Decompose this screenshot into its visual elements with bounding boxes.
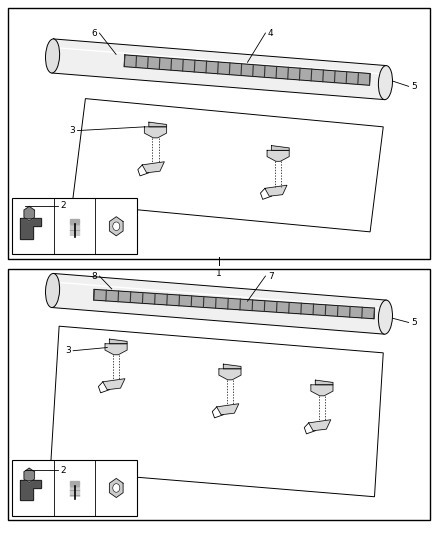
Polygon shape: [94, 289, 374, 319]
Text: 3: 3: [69, 126, 75, 135]
Ellipse shape: [46, 39, 60, 73]
Circle shape: [113, 222, 120, 231]
Polygon shape: [103, 379, 125, 390]
Polygon shape: [110, 217, 123, 236]
Polygon shape: [52, 39, 386, 100]
Polygon shape: [24, 468, 35, 483]
Text: 5: 5: [411, 82, 417, 91]
Bar: [8, 8, 430, 259]
Polygon shape: [217, 404, 239, 415]
Polygon shape: [124, 55, 370, 85]
Polygon shape: [267, 150, 289, 161]
Polygon shape: [315, 380, 333, 385]
Text: 8: 8: [91, 272, 97, 280]
Text: 2: 2: [61, 466, 66, 474]
Ellipse shape: [378, 300, 392, 334]
Polygon shape: [110, 339, 127, 344]
Polygon shape: [52, 273, 386, 334]
Polygon shape: [50, 326, 383, 497]
Text: 1: 1: [216, 269, 222, 278]
Bar: [8, 269, 430, 520]
Polygon shape: [72, 99, 383, 232]
Text: 5: 5: [411, 318, 417, 327]
Polygon shape: [70, 219, 79, 224]
Bar: [12, 460, 137, 516]
Polygon shape: [142, 162, 164, 173]
Polygon shape: [24, 206, 35, 221]
Text: 7: 7: [268, 272, 274, 280]
Text: 6: 6: [91, 29, 97, 37]
Polygon shape: [272, 146, 289, 150]
Circle shape: [113, 483, 120, 492]
Bar: [12, 198, 137, 254]
Polygon shape: [309, 420, 331, 431]
Polygon shape: [311, 385, 333, 396]
Ellipse shape: [46, 273, 60, 308]
Polygon shape: [20, 219, 41, 239]
Polygon shape: [149, 122, 166, 127]
Polygon shape: [110, 479, 123, 497]
Polygon shape: [70, 481, 79, 486]
Polygon shape: [145, 127, 166, 138]
Polygon shape: [20, 480, 41, 500]
Text: 3: 3: [65, 346, 71, 355]
Polygon shape: [223, 364, 241, 369]
Polygon shape: [105, 344, 127, 355]
Polygon shape: [265, 185, 287, 196]
Text: 2: 2: [61, 201, 66, 210]
Polygon shape: [219, 369, 241, 380]
Text: 4: 4: [268, 29, 273, 37]
Ellipse shape: [378, 66, 392, 100]
